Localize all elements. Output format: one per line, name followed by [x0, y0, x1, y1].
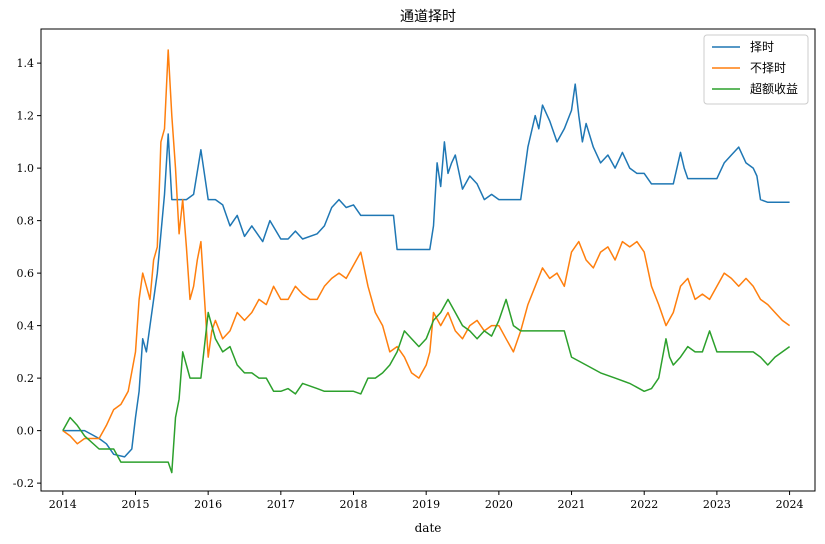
plot-area — [40, 28, 816, 492]
x-tick-label: 2024 — [776, 498, 804, 511]
y-tick-label: 0.4 — [17, 320, 35, 333]
x-tick-label: 2018 — [340, 498, 368, 511]
x-tick-label: 2020 — [485, 498, 513, 511]
y-tick-label: 1.0 — [17, 162, 35, 175]
y-tick-label: 0.6 — [17, 267, 35, 280]
y-tick-label: 0.0 — [17, 425, 35, 438]
plot-frame — [40, 28, 816, 492]
series-line-2 — [62, 298, 791, 474]
y-tick-label: 0.2 — [17, 372, 35, 385]
x-axis-label: date — [415, 521, 442, 535]
chart-title: 通道择时 — [400, 9, 456, 25]
series-layer — [62, 49, 791, 474]
x-tick-label: 2016 — [194, 498, 222, 511]
legend-label: 超额收益 — [750, 81, 798, 96]
y-axis: -0.2 0.0 0.2 0.4 0.6 0.8 1.0 1.2 1.4 — [13, 57, 41, 490]
series-line-1 — [62, 49, 791, 445]
x-tick-label: 2015 — [121, 498, 149, 511]
y-tick-label: -0.2 — [13, 477, 34, 490]
y-tick-label: 1.4 — [17, 57, 35, 70]
x-tick-label: 2023 — [703, 498, 731, 511]
x-tick-label: 2019 — [412, 498, 440, 511]
y-tick-label: 0.8 — [17, 215, 35, 228]
series-line-0 — [62, 83, 790, 458]
y-tick-label: 1.2 — [17, 110, 35, 123]
legend-label: 择时 — [750, 40, 774, 54]
x-tick-label: 2014 — [49, 498, 77, 511]
x-tick-label: 2017 — [267, 498, 295, 511]
x-tick-label: 2022 — [630, 498, 658, 511]
x-tick-label: 2021 — [558, 498, 586, 511]
legend-box — [703, 34, 809, 105]
x-axis: 2014 2015 2016 2017 2018 2019 2020 2021 2022 2023… — [49, 491, 804, 511]
legend-label: 不择时 — [750, 61, 786, 75]
